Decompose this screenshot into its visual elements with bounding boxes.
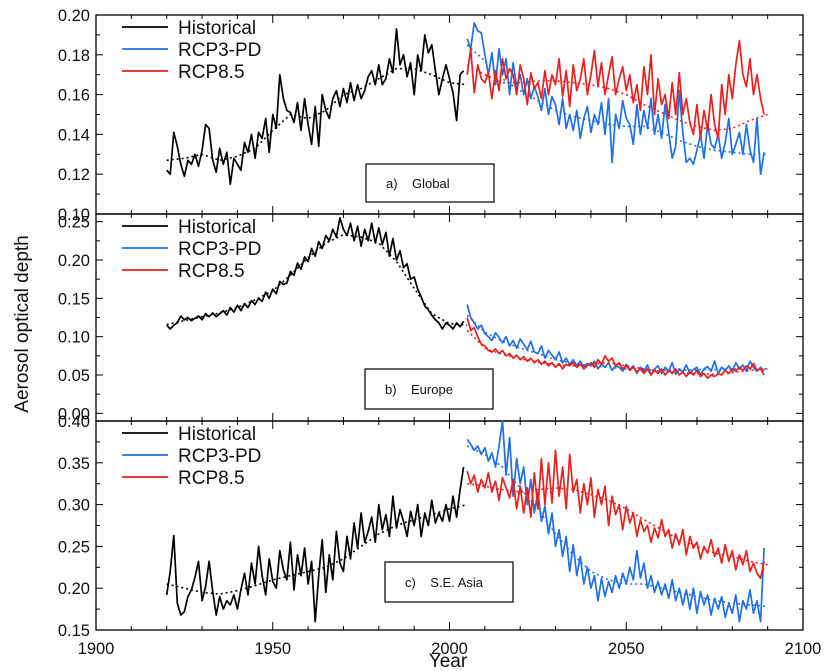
y-tick-label: 0.25 [58, 214, 90, 232]
y-tick-label: 0.05 [58, 367, 90, 385]
trend-line-1-line [166, 503, 468, 595]
x-tick-label: 2050 [608, 640, 645, 658]
x-tick-label: 2100 [785, 640, 822, 658]
y-tick-label: 0.30 [58, 497, 90, 515]
y-tick-label: 0.14 [58, 126, 90, 144]
series-rcp8-5-line [466, 449, 765, 580]
trend-line-1-line [166, 67, 468, 162]
y-tick-label: 0.10 [58, 206, 90, 224]
y-tick-label: 0.40 [58, 413, 90, 431]
series-rcp8-5-line [466, 40, 765, 140]
series-rcp8-5-line [466, 317, 765, 379]
y-axis-title: Aerosol optical depth [12, 235, 33, 412]
legend-label-rcp8-5: RCP8.5 [178, 468, 245, 489]
y-tick-label: 0.15 [58, 290, 90, 308]
x-axis-title: Year [429, 651, 468, 671]
legend-label-rcp8-5: RCP8.5 [178, 261, 245, 282]
y-tick-label: 0.16 [58, 87, 90, 105]
legend-label-historical: Historical [178, 424, 256, 445]
trend-line-3-line [466, 44, 768, 156]
trend-line-5-line [466, 329, 768, 376]
x-tick-label: 1950 [254, 640, 291, 658]
y-tick-label: 0.35 [58, 455, 90, 473]
region-label: c) S.E. Asia [405, 575, 484, 590]
trend-line-3-line [466, 445, 768, 608]
region-label: b) Europe [385, 382, 453, 397]
y-tick-label: 0.18 [58, 47, 90, 65]
trend-line-3-line [466, 314, 768, 372]
legend-label-rcp3-pd: RCP3-PD [178, 446, 261, 467]
y-tick-label: 0.20 [58, 580, 90, 598]
y-tick-label: 0.12 [58, 166, 90, 184]
region-label: a) Global [386, 176, 450, 191]
legend-label-rcp3-pd: RCP3-PD [178, 40, 261, 61]
y-tick-label: 0.25 [58, 538, 90, 556]
region-label-box [365, 163, 495, 203]
y-tick-label: 0.20 [58, 7, 90, 25]
region-label-box [364, 368, 494, 410]
x-tick-label: 1900 [78, 640, 115, 658]
y-tick-label: 0.00 [58, 405, 90, 423]
trend-line-5-line [467, 482, 768, 566]
legend-label-historical: Historical [178, 217, 256, 238]
legend-label-rcp3-pd: RCP3-PD [178, 239, 261, 260]
series-historical-line [166, 28, 465, 186]
region-label-box [384, 561, 514, 603]
trend-line-1-line [166, 233, 468, 326]
series-rcp3-pd-line [466, 420, 765, 623]
series-historical-line [165, 466, 465, 623]
trend-line-5-line [466, 64, 768, 132]
panel-3: 0.15 0.20 0.25 0.30 0.35 0.40 HistoricalRCP3-P… [58, 413, 804, 640]
panel-2: 0.00 0.05 0.10 0.15 0.20 0.25 HistoricalRCP3-P… [58, 213, 804, 423]
legend-label-rcp8-5: RCP8.5 [178, 62, 245, 83]
y-tick-label: 0.10 [58, 329, 90, 347]
series-historical-line [166, 216, 465, 330]
y-tick-label: 0.15 [58, 622, 90, 640]
series-rcp3-pd-line [466, 22, 765, 176]
x-tick-label: 2000 [431, 640, 468, 658]
panel-1: 0.10 0.12 0.14 0.16 0.18 0.20 HistoricalRCP3-P… [58, 7, 804, 224]
legend-label-historical: Historical [178, 18, 256, 39]
y-tick-label: 0.20 [58, 252, 90, 270]
